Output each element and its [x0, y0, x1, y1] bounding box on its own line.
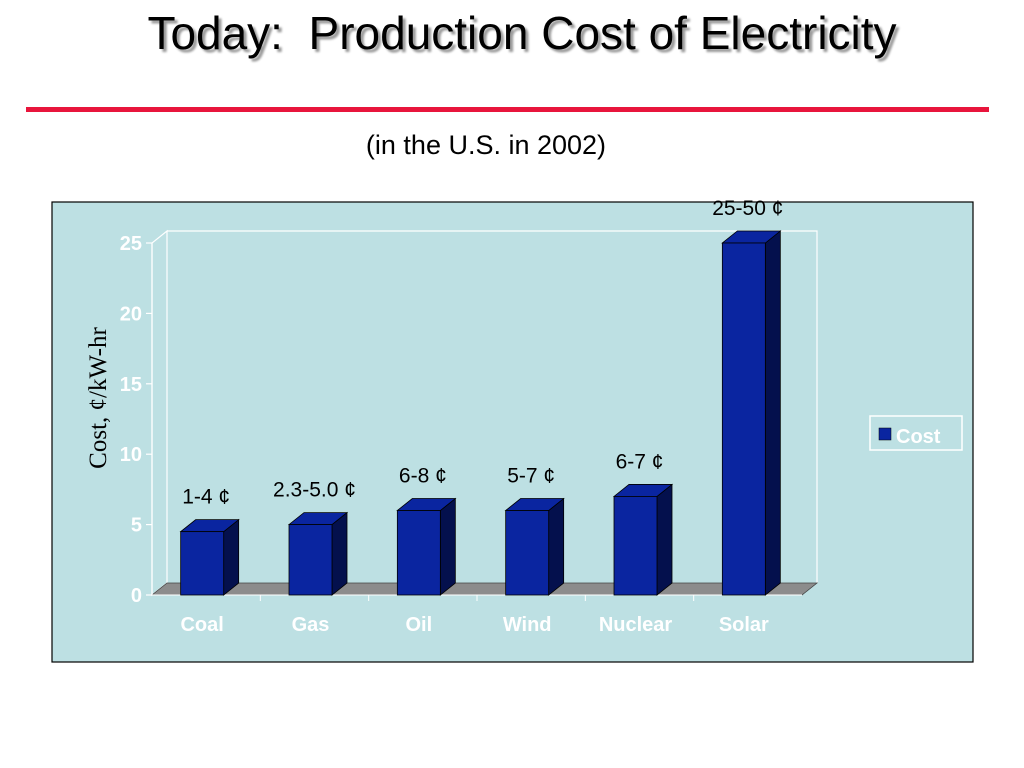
slide-title: Today: Production Cost of Electricity	[147, 7, 897, 59]
bar-side	[548, 497, 565, 596]
floor-plane	[150, 582, 819, 596]
data-label: 1-4 ¢	[182, 486, 230, 509]
title-underline	[26, 107, 989, 112]
y-tick-label: 10	[120, 444, 142, 466]
data-label: 25-50 ¢	[712, 197, 783, 220]
y-axis: 0 5 10 15 20 25	[120, 233, 153, 607]
bar-side	[764, 230, 781, 596]
bar-front	[721, 242, 766, 596]
x-tick-label: Solar	[719, 614, 769, 636]
bar-side	[656, 483, 673, 596]
x-tick-label: Nuclear	[599, 614, 673, 636]
data-label: 5-7 ¢	[507, 465, 555, 488]
bar-gas	[287, 511, 349, 596]
legend-swatch	[878, 427, 892, 441]
y-tick-label: 0	[131, 585, 142, 607]
bar-solar	[721, 230, 782, 596]
legend-label: Cost	[896, 426, 941, 448]
y-tick-label: 5	[131, 515, 142, 537]
bar-oil	[396, 497, 457, 596]
x-tick-label: Oil	[405, 614, 432, 636]
bar-front	[180, 531, 225, 596]
legend-box	[869, 415, 963, 451]
bar-wind	[504, 497, 565, 596]
back-wall	[167, 230, 818, 583]
bar-side	[439, 497, 456, 596]
y-tick-label: 20	[120, 303, 142, 325]
bar-front	[613, 496, 658, 596]
data-label: 2.3-5.0 ¢	[273, 479, 356, 502]
chart-floor	[150, 582, 819, 596]
x-tick-label: Wind	[503, 614, 552, 636]
bar-side	[223, 518, 240, 596]
x-axis-labels: Coal Gas Oil Wind Nuclear Solar	[180, 595, 769, 636]
bar-side	[331, 511, 348, 596]
slide-subtitle: (in the U.S. in 2002)	[365, 130, 607, 160]
bar-front	[288, 524, 333, 596]
bar-nuclear	[612, 483, 674, 596]
x-tick-label: Gas	[292, 614, 330, 636]
bar-front	[505, 510, 550, 596]
bar-coal	[179, 518, 240, 596]
bars	[179, 230, 782, 596]
data-labels: 1-4 ¢ 2.3-5.0 ¢ 6-8 ¢ 5-7 ¢ 6-7 ¢ 25-50 ¢	[182, 197, 783, 509]
y-tick-label: 25	[120, 233, 142, 255]
data-label: 6-7 ¢	[616, 450, 664, 473]
bar-front	[396, 510, 441, 596]
y-tick-label: 15	[120, 374, 142, 396]
y-axis-title: Cost, ¢/kW-hr	[85, 326, 112, 468]
data-label: 6-8 ¢	[399, 465, 447, 488]
x-tick-label: Coal	[180, 614, 223, 636]
legend: Cost	[869, 415, 963, 451]
